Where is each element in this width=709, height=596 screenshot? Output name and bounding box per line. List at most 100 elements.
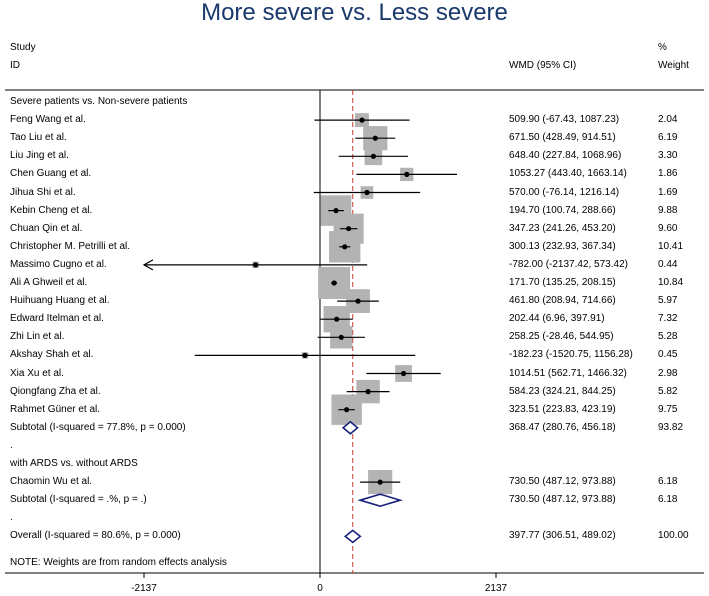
- weight-text: 2.98: [658, 367, 678, 379]
- point-estimate: [302, 352, 308, 358]
- study-label: Qiongfang Zha et al.: [10, 385, 101, 397]
- x-tick-label: 0: [317, 583, 323, 594]
- weight-text: 6.18: [658, 476, 678, 488]
- study-label: Chaomin Wu et al.: [10, 476, 93, 488]
- study-label: Kebin Cheng et al.: [10, 204, 93, 216]
- effect-ci-text: 584.23 (324.21, 844.25): [509, 385, 616, 397]
- study-label: Subtotal (I-squared = .%, p = .): [10, 494, 147, 506]
- study-label: Rahmet Güner et al.: [10, 403, 101, 415]
- point-estimate: [345, 226, 352, 232]
- study-label: Massimo Cugno et al.: [10, 258, 107, 270]
- effect-ci-text: 194.70 (100.74, 288.66): [509, 204, 616, 216]
- weight-text: 3.30: [658, 150, 678, 162]
- weight-text: 5.82: [658, 385, 678, 397]
- study-label: Subtotal (I-squared = 77.8%, p = 0.000): [10, 421, 186, 433]
- weight-text: 9.60: [658, 222, 678, 234]
- weight-text: 100.00: [658, 530, 689, 542]
- effect-ci-text: 397.77 (306.51, 489.02): [509, 530, 616, 542]
- header-weight: Weight: [658, 60, 689, 71]
- group-label: with ARDS vs. without ARDS: [10, 458, 138, 469]
- weight-text: 93.82: [658, 421, 684, 433]
- effect-ci-text: 648.40 (227.84, 1068.96): [509, 150, 622, 162]
- effect-ci-text: 202.44 (6.96, 397.91): [509, 313, 605, 325]
- x-tick-label: 2137: [485, 583, 508, 594]
- effect-ci-text: 461.80 (208.94, 714.66): [509, 295, 616, 307]
- study-label: Jihua Shi et al.: [10, 186, 76, 198]
- group-label: Severe patients vs. Non-severe patients: [10, 96, 188, 107]
- study-label: Zhi Lin et al.: [10, 331, 65, 343]
- effect-ci-text: 368.47 (280.76, 456.18): [509, 421, 616, 433]
- study-label: Ali A Ghweil et al.: [10, 277, 88, 288]
- weight-text: 10.41: [658, 240, 684, 252]
- weight-text: 9.75: [658, 403, 678, 415]
- weight-text: 10.84: [658, 277, 684, 288]
- study-label: Xia Xu et al.: [10, 367, 64, 379]
- header-study: Study: [10, 42, 36, 53]
- effect-ci-text: 730.50 (487.12, 973.88): [509, 494, 616, 506]
- weight-text: 9.88: [658, 204, 678, 216]
- header-pct: %: [658, 42, 667, 53]
- footnote: NOTE: Weights are from random effects an…: [10, 557, 227, 568]
- effect-ci-text: 347.23 (241.26, 453.20): [509, 222, 616, 234]
- summary-diamond: [341, 420, 359, 435]
- weight-text: 6.19: [658, 132, 678, 144]
- study-label: Akshay Shah et al.: [10, 349, 94, 361]
- ci-arrow: [142, 259, 154, 271]
- point-estimate: [333, 208, 339, 214]
- chart-title: More severe vs. Less severe: [201, 0, 508, 26]
- weight-text: 0.44: [658, 258, 678, 270]
- weight-text: 7.32: [658, 313, 678, 325]
- header-id: ID: [10, 60, 20, 71]
- weight-text: 5.28: [658, 331, 678, 343]
- spacer-dot: .: [10, 439, 13, 451]
- effect-ci-text: 1053.27 (443.40, 1663.14): [509, 168, 627, 180]
- point-estimate: [355, 298, 361, 304]
- x-tick-label: -2137: [131, 583, 157, 594]
- summary-diamond: [357, 493, 403, 508]
- study-label: Overall (I-squared = 80.6%, p = 0.000): [10, 530, 181, 542]
- effect-ci-text: 1014.51 (562.71, 1466.32): [509, 367, 627, 379]
- weight-text: 6.18: [658, 494, 678, 506]
- point-estimate: [342, 244, 348, 250]
- effect-ci-text: 570.00 (-76.14, 1216.14): [509, 186, 620, 198]
- point-estimate: [344, 407, 350, 413]
- study-label: Chuan Qin et al.: [10, 222, 83, 234]
- spacer-dot: .: [10, 512, 13, 524]
- effect-ci-text: 323.51 (223.83, 423.19): [509, 403, 616, 415]
- header-effect: WMD (95% CI): [509, 60, 577, 71]
- point-estimate: [252, 262, 259, 268]
- point-estimate: [370, 153, 377, 159]
- effect-ci-text: 300.13 (232.93, 367.34): [509, 240, 616, 252]
- study-label: Edward Itelman et al.: [10, 313, 104, 325]
- point-estimate: [359, 117, 365, 123]
- point-estimate: [334, 316, 340, 322]
- weight-text: 1.69: [658, 186, 678, 198]
- point-estimate: [364, 189, 370, 196]
- summary-diamond: [343, 529, 362, 544]
- effect-ci-text: 730.50 (487.12, 973.88): [509, 476, 616, 488]
- effect-ci-text: 171.70 (135.25, 208.15): [509, 277, 616, 288]
- point-estimate: [377, 479, 383, 485]
- study-label: Tao Liu et al.: [10, 132, 67, 144]
- point-estimate: [372, 135, 378, 141]
- effect-ci-text: 258.25 (-28.46, 544.95): [509, 331, 614, 343]
- weight-text: 0.45: [658, 349, 678, 361]
- effect-ci-text: -782.00 (-2137.42, 573.42): [509, 258, 628, 270]
- study-label: Huihuang Huang et al.: [10, 295, 110, 307]
- point-estimate: [338, 334, 344, 340]
- study-label: Chen Guang et al.: [10, 168, 92, 180]
- weight-text: 1.86: [658, 168, 678, 180]
- effect-ci-text: -182.23 (-1520.75, 1156.28): [509, 349, 633, 361]
- weight-text: 5.97: [658, 295, 678, 307]
- study-label: Christopher M. Petrilli et al.: [10, 240, 131, 252]
- point-estimate: [365, 389, 371, 395]
- study-label: Feng Wang et al.: [10, 114, 86, 126]
- study-label: Liu Jing et al.: [10, 150, 69, 162]
- effect-ci-text: 671.50 (428.49, 914.51): [509, 132, 616, 144]
- effect-ci-text: 509.90 (-67.43, 1087.23): [509, 114, 620, 126]
- point-estimate: [331, 280, 337, 286]
- weight-text: 2.04: [658, 114, 678, 126]
- point-estimate: [404, 171, 410, 177]
- point-estimate: [400, 370, 407, 377]
